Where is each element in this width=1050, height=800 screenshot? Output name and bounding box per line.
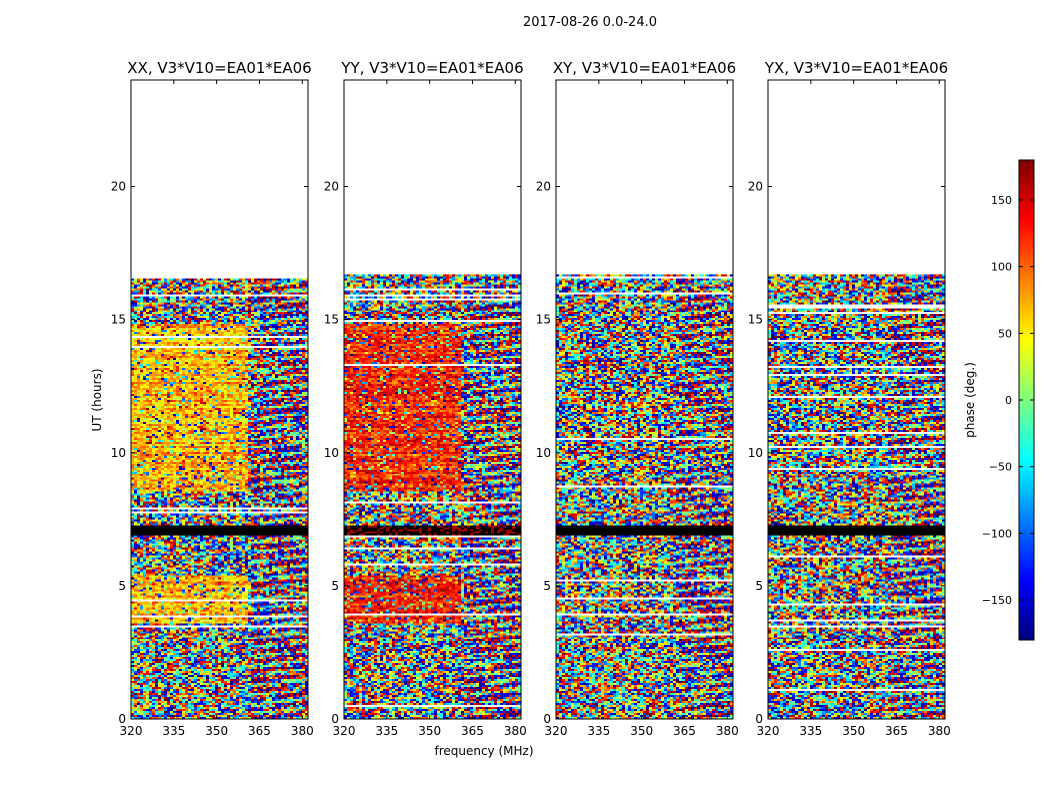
- y-tick-label: 15: [111, 313, 126, 327]
- phase-heatmap: [344, 274, 521, 719]
- x-tick-label: 320: [333, 724, 356, 738]
- y-tick-label: 15: [536, 313, 551, 327]
- x-tick-label: 350: [630, 724, 653, 738]
- figure-title: 2017-08-26 0.0-24.0: [523, 15, 657, 30]
- y-tick-label: 20: [324, 180, 339, 194]
- x-tick-label: 380: [291, 724, 314, 738]
- x-tick-label: 365: [248, 724, 271, 738]
- panel-0: XX, V3*V10=EA01*EA06 320 335 350 365 380 0 5 10 1…: [111, 59, 314, 738]
- y-tick-label: 0: [331, 712, 339, 726]
- x-tick-label: 320: [545, 724, 568, 738]
- phase-heatmap: [131, 274, 308, 719]
- colorbar-tick-label: 50: [998, 327, 1012, 340]
- colorbar-tick-label: −100: [982, 527, 1012, 540]
- y-tick-label: 10: [111, 446, 126, 460]
- panel-1: YY, V3*V10=EA01*EA06 320 335 350 365 380 0 5 10 1…: [324, 59, 527, 738]
- y-tick-label: 15: [324, 313, 339, 327]
- x-tick-label: 365: [461, 724, 484, 738]
- phase-heatmap: [556, 274, 733, 719]
- y-tick-label: 5: [755, 579, 763, 593]
- panel-2: XY, V3*V10=EA01*EA06 320 335 350 365 380 0 5 10 1…: [536, 59, 739, 738]
- panel-title: YX, V3*V10=EA01*EA06: [764, 59, 948, 77]
- colorbar-tick-label: −150: [982, 594, 1012, 607]
- y-tick-label: 10: [748, 446, 763, 460]
- y-tick-label: 20: [536, 180, 551, 194]
- colorbar-tick-label: 150: [991, 194, 1012, 207]
- x-tick-label: 335: [375, 724, 398, 738]
- plot-frame: [767, 79, 946, 720]
- y-tick-label: 0: [118, 712, 126, 726]
- y-tick-label: 20: [111, 180, 126, 194]
- colorbar-tick-label: 100: [991, 261, 1012, 274]
- x-tick-label: 350: [842, 724, 865, 738]
- colorbar-gradient: [1019, 160, 1034, 640]
- x-tick-label: 335: [799, 724, 822, 738]
- y-tick-label: 10: [536, 446, 551, 460]
- x-tick-label: 320: [757, 724, 780, 738]
- colorbar-label: phase (deg.): [963, 362, 977, 438]
- x-tick-label: 335: [162, 724, 185, 738]
- x-tick-label: 380: [716, 724, 739, 738]
- y-tick-label: 20: [748, 180, 763, 194]
- x-tick-label: 365: [885, 724, 908, 738]
- x-tick-label: 350: [205, 724, 228, 738]
- plot-frame: [130, 79, 309, 720]
- x-tick-label: 365: [673, 724, 696, 738]
- colorbar-tick-label: 0: [1005, 394, 1012, 407]
- panel-title: XY, V3*V10=EA01*EA06: [553, 59, 736, 77]
- x-tick-label: 335: [587, 724, 610, 738]
- y-axis-label: UT (hours): [90, 368, 104, 431]
- y-tick-label: 15: [748, 313, 763, 327]
- colorbar-tick-label: −50: [989, 461, 1012, 474]
- x-tick-label: 380: [504, 724, 527, 738]
- panel-title: YY, V3*V10=EA01*EA06: [340, 59, 523, 77]
- y-tick-label: 5: [543, 579, 551, 593]
- x-axis-label: frequency (MHz): [434, 744, 533, 758]
- y-tick-label: 10: [324, 446, 339, 460]
- plot-frame: [555, 79, 734, 720]
- panel-3: YX, V3*V10=EA01*EA06 320 335 350 365 380 0 5 10 1…: [748, 59, 951, 738]
- y-tick-label: 5: [118, 579, 126, 593]
- colorbar: 150 100 50 0 −50 −100 −150: [982, 159, 1035, 641]
- x-tick-label: 320: [120, 724, 143, 738]
- y-tick-label: 0: [755, 712, 763, 726]
- y-tick-label: 0: [543, 712, 551, 726]
- phase-heatmap: [768, 274, 945, 719]
- plot-frame: [343, 79, 522, 720]
- panel-title: XX, V3*V10=EA01*EA06: [127, 59, 311, 77]
- x-tick-label: 350: [418, 724, 441, 738]
- y-tick-label: 5: [331, 579, 339, 593]
- x-tick-label: 380: [928, 724, 951, 738]
